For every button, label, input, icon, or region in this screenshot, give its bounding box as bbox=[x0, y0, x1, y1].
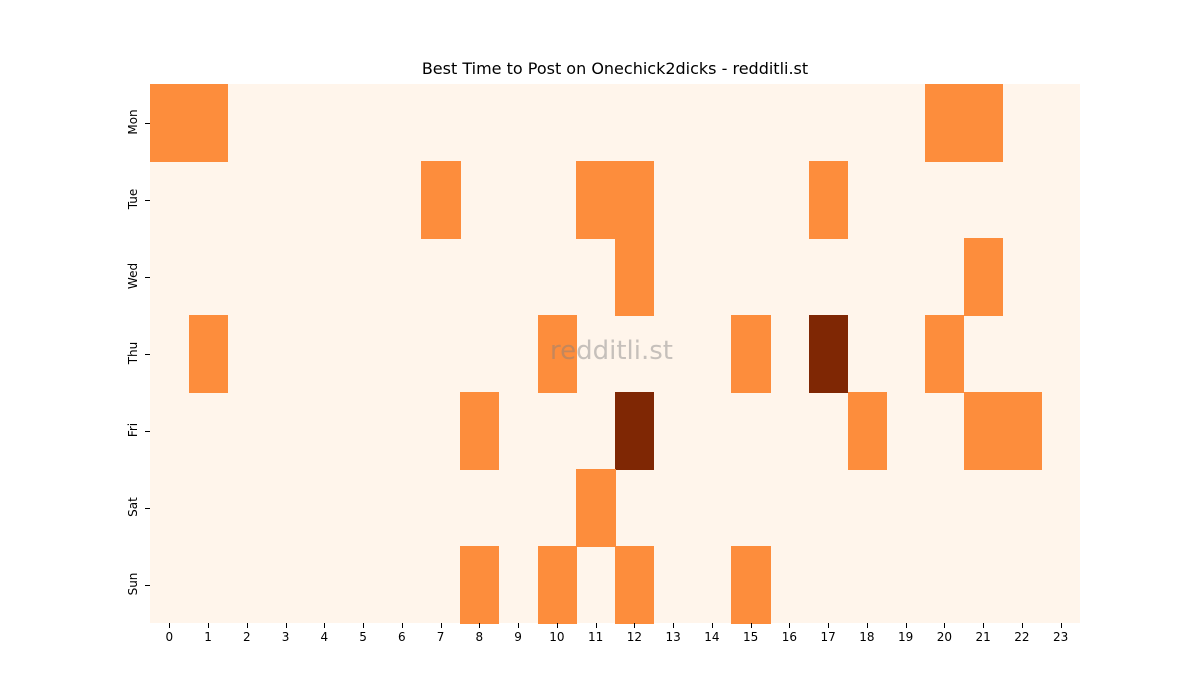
heatmap-cell bbox=[1002, 392, 1042, 470]
x-tick-label: 11 bbox=[587, 630, 604, 644]
x-tick-label: 23 bbox=[1052, 630, 1069, 644]
heatmap-cell bbox=[460, 392, 500, 470]
x-tick bbox=[750, 623, 752, 628]
y-tick bbox=[145, 353, 150, 355]
heatmap-cell bbox=[615, 546, 655, 624]
x-tick bbox=[905, 623, 907, 628]
y-tick-label: Tue bbox=[126, 188, 140, 209]
x-tick-label: 16 bbox=[781, 630, 798, 644]
x-tick-label: 18 bbox=[859, 630, 875, 644]
x-tick-label: 20 bbox=[936, 630, 953, 644]
x-tick bbox=[983, 623, 985, 628]
x-tick-label: 13 bbox=[665, 630, 681, 644]
y-tick-label: Fri bbox=[126, 422, 140, 437]
y-tick-label: Wed bbox=[126, 262, 140, 289]
x-tick-label: 14 bbox=[704, 630, 720, 644]
x-tick bbox=[789, 623, 791, 628]
x-tick bbox=[479, 623, 481, 628]
x-tick-label: 7 bbox=[436, 630, 445, 644]
heatmap-cell bbox=[537, 315, 577, 393]
x-tick bbox=[169, 623, 171, 628]
x-tick bbox=[208, 623, 210, 628]
x-tick bbox=[866, 623, 868, 628]
watermark: redditli.st bbox=[550, 336, 673, 366]
x-tick bbox=[285, 623, 287, 628]
heatmap-cell bbox=[731, 546, 771, 624]
x-tick-label: 3 bbox=[281, 630, 290, 644]
y-tick-label: Mon bbox=[126, 108, 140, 135]
x-tick bbox=[1060, 623, 1062, 628]
x-tick-label: 10 bbox=[549, 630, 565, 644]
x-tick bbox=[246, 623, 248, 628]
chart-title: Best Time to Post on Onechick2dicks - re… bbox=[421, 59, 809, 78]
y-tick bbox=[145, 122, 150, 124]
x-tick bbox=[828, 623, 830, 628]
x-tick bbox=[1021, 623, 1023, 628]
heatmap-cell bbox=[537, 546, 577, 624]
x-tick-label: 4 bbox=[320, 630, 329, 644]
heatmap-cell bbox=[925, 315, 965, 393]
heatmap-cell bbox=[421, 161, 461, 239]
heatmap-cell bbox=[615, 161, 655, 239]
x-tick-label: 0 bbox=[165, 630, 174, 644]
heatmap-cell bbox=[925, 84, 965, 162]
heatmap-cell bbox=[731, 315, 771, 393]
y-tick-label: Sun bbox=[126, 572, 140, 595]
y-tick bbox=[145, 199, 150, 201]
heatmap-cell bbox=[460, 546, 500, 624]
heatmap-cell bbox=[150, 84, 190, 162]
x-tick bbox=[324, 623, 326, 628]
heatmap-cell bbox=[188, 84, 228, 162]
x-tick-label: 1 bbox=[204, 630, 212, 644]
x-tick-label: 6 bbox=[398, 630, 406, 644]
heatmap-cell bbox=[808, 161, 848, 239]
heatmap-cell bbox=[576, 161, 616, 239]
x-tick-label: 21 bbox=[975, 630, 991, 644]
heatmap-cell bbox=[615, 238, 655, 316]
y-tick-label: Sat bbox=[126, 496, 140, 517]
y-tick-label: Thu bbox=[126, 341, 140, 364]
heatmap-cell bbox=[188, 315, 228, 393]
x-tick bbox=[556, 623, 558, 628]
y-tick bbox=[145, 430, 150, 432]
heatmap-cell bbox=[576, 469, 616, 547]
x-tick bbox=[711, 623, 713, 628]
heatmap-cell bbox=[963, 84, 1003, 162]
x-tick-label: 9 bbox=[514, 630, 522, 644]
x-tick-label: 12 bbox=[626, 630, 643, 644]
x-tick bbox=[363, 623, 365, 628]
x-tick bbox=[595, 623, 597, 628]
x-tick bbox=[944, 623, 946, 628]
y-tick bbox=[145, 584, 150, 586]
x-tick-label: 22 bbox=[1014, 630, 1030, 644]
heatmap-cell bbox=[847, 392, 887, 470]
x-tick-label: 17 bbox=[820, 630, 836, 644]
heatmap-plot-area bbox=[150, 84, 1080, 624]
heatmap-cell bbox=[963, 392, 1003, 470]
heatmap-cell bbox=[963, 238, 1003, 316]
x-tick-label: 2 bbox=[243, 630, 251, 644]
x-tick-label: 15 bbox=[742, 630, 759, 644]
x-tick-label: 8 bbox=[475, 630, 484, 644]
heatmap-cell bbox=[615, 392, 655, 470]
x-tick bbox=[518, 623, 520, 628]
x-tick-label: 5 bbox=[359, 630, 367, 644]
x-tick bbox=[634, 623, 636, 628]
x-tick bbox=[673, 623, 675, 628]
x-tick bbox=[401, 623, 403, 628]
y-tick bbox=[145, 507, 150, 509]
x-tick-label: 19 bbox=[897, 630, 914, 644]
y-tick bbox=[145, 276, 150, 278]
heatmap-cell bbox=[808, 315, 848, 393]
x-tick bbox=[440, 623, 442, 628]
